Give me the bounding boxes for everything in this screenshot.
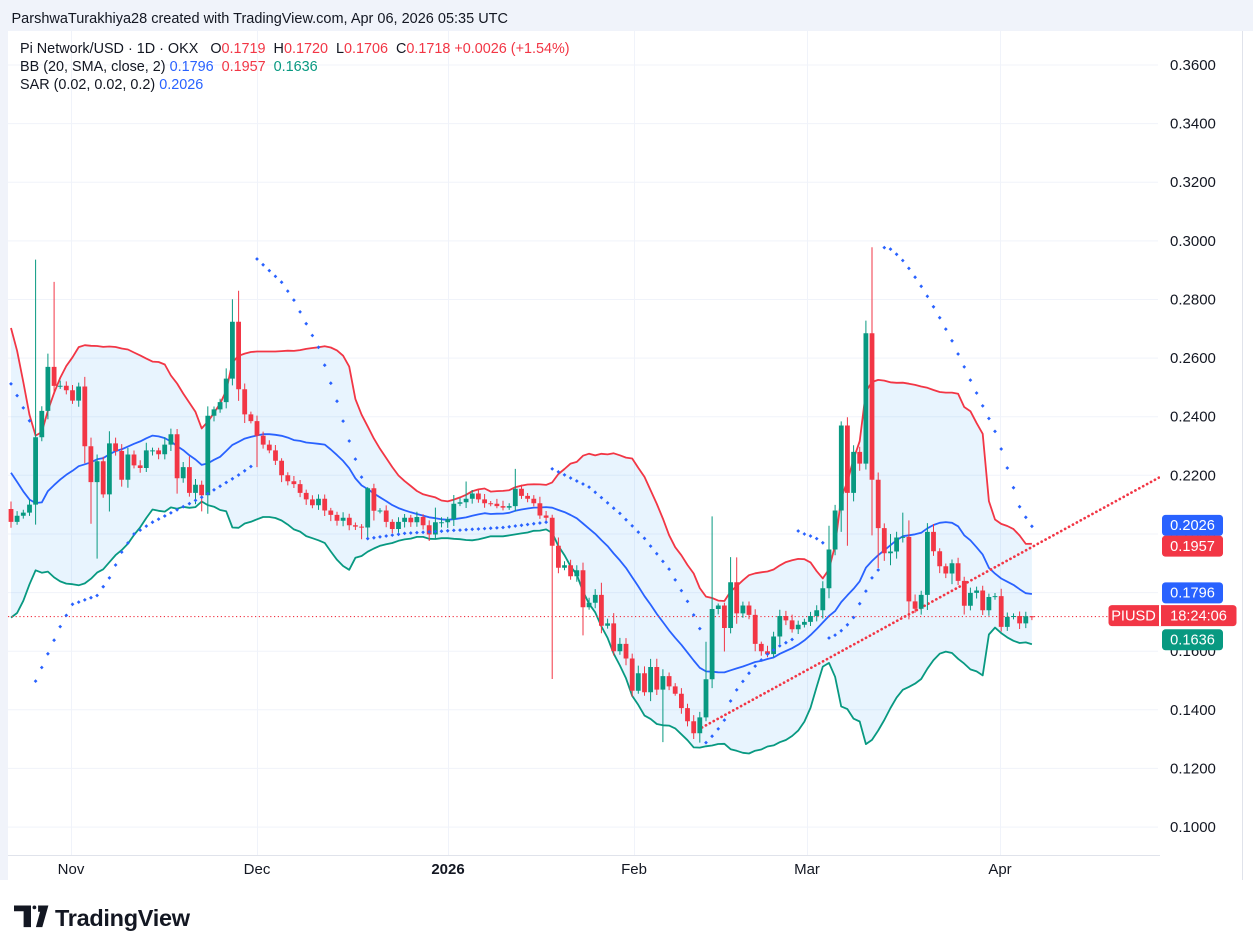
svg-text:0.3600: 0.3600 bbox=[1170, 57, 1216, 74]
svg-text:0.1957: 0.1957 bbox=[1170, 539, 1215, 555]
svg-text:0.1636: 0.1636 bbox=[1170, 633, 1215, 649]
svg-text:0.2600: 0.2600 bbox=[1170, 350, 1216, 367]
svg-text:18:24:06: 18:24:06 bbox=[1170, 608, 1227, 624]
svg-text:0.2026: 0.2026 bbox=[1170, 518, 1215, 534]
svg-text:BB (20, SMA, close, 2) 0.1796: BB (20, SMA, close, 2) 0.1796 0.1957 0.1… bbox=[20, 59, 318, 75]
svg-text:0.1000: 0.1000 bbox=[1170, 819, 1216, 836]
svg-text:0.2800: 0.2800 bbox=[1170, 292, 1216, 309]
svg-text:Feb: Feb bbox=[621, 861, 647, 878]
svg-text:Apr: Apr bbox=[988, 861, 1011, 878]
svg-text:0.1796: 0.1796 bbox=[1170, 586, 1215, 602]
svg-text:0.3200: 0.3200 bbox=[1170, 174, 1216, 191]
svg-text:0.1200: 0.1200 bbox=[1170, 760, 1216, 777]
svg-text:SAR (0.02, 0.02, 0.2) 0.2026: SAR (0.02, 0.02, 0.2) 0.2026 bbox=[20, 77, 203, 93]
svg-text:ParshwaTurakhiya28 created wit: ParshwaTurakhiya28 created with TradingV… bbox=[12, 11, 509, 27]
svg-text:0.2200: 0.2200 bbox=[1170, 467, 1216, 484]
svg-text:TradingView: TradingView bbox=[55, 905, 191, 931]
svg-text:0.1400: 0.1400 bbox=[1170, 702, 1216, 719]
svg-text:PIUSD: PIUSD bbox=[1111, 608, 1156, 624]
svg-text:0.3000: 0.3000 bbox=[1170, 233, 1216, 250]
svg-text:2026: 2026 bbox=[431, 861, 464, 878]
svg-text:Pi Network/USD · 1D · OKX O0: Pi Network/USD · 1D · OKX O0.1719 H0.172… bbox=[20, 41, 570, 57]
svg-text:Nov: Nov bbox=[58, 861, 85, 878]
svg-text:Mar: Mar bbox=[794, 861, 820, 878]
svg-text:0.3400: 0.3400 bbox=[1170, 116, 1216, 133]
svg-text:0.2400: 0.2400 bbox=[1170, 409, 1216, 426]
svg-text:Dec: Dec bbox=[244, 861, 271, 878]
